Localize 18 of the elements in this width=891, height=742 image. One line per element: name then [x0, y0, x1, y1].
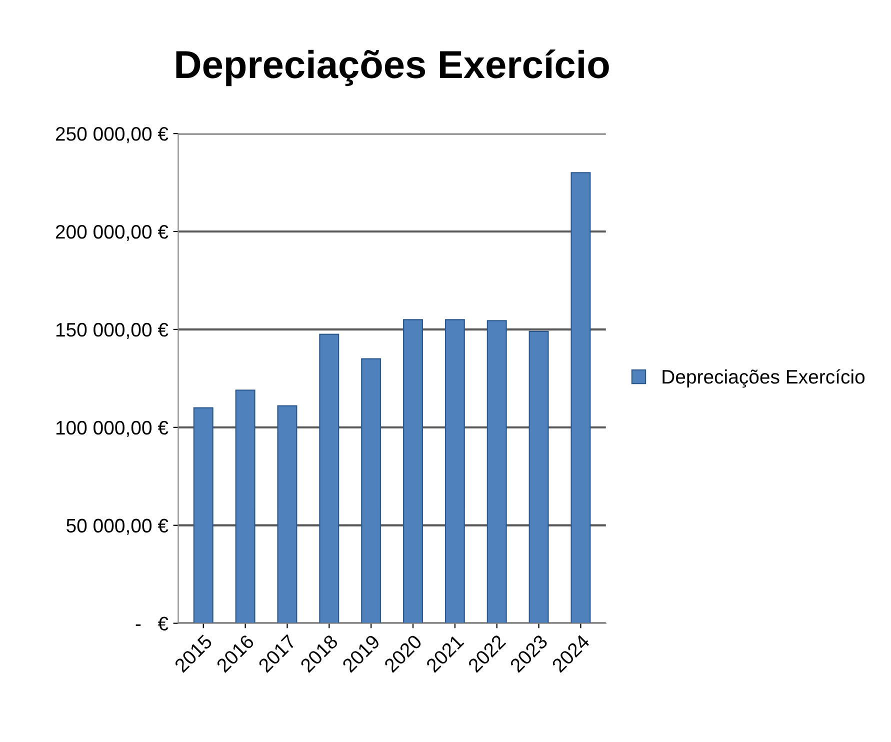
y-tick-label: 250 000,00 €: [56, 127, 168, 144]
bar: [444, 319, 465, 624]
bar: [570, 172, 591, 624]
bar: [319, 334, 340, 624]
y-tick-label: 200 000,00 €: [56, 224, 168, 242]
y-tick-label: 100 000,00 €: [56, 420, 168, 437]
y-tick-label: 150 000,00 €: [56, 322, 168, 339]
y-tick-label: - €: [136, 616, 168, 631]
bar: [403, 319, 423, 624]
bar: [193, 407, 214, 624]
bar: [277, 405, 298, 624]
legend-label: Depreciações Exercício: [662, 369, 865, 388]
y-tick-label: 50 000,00 €: [66, 518, 168, 535]
chart-title: Depreciações Exercício: [176, 49, 609, 86]
bar: [235, 390, 256, 624]
bar: [486, 320, 507, 624]
bar: [528, 330, 549, 624]
bar: [361, 358, 382, 624]
